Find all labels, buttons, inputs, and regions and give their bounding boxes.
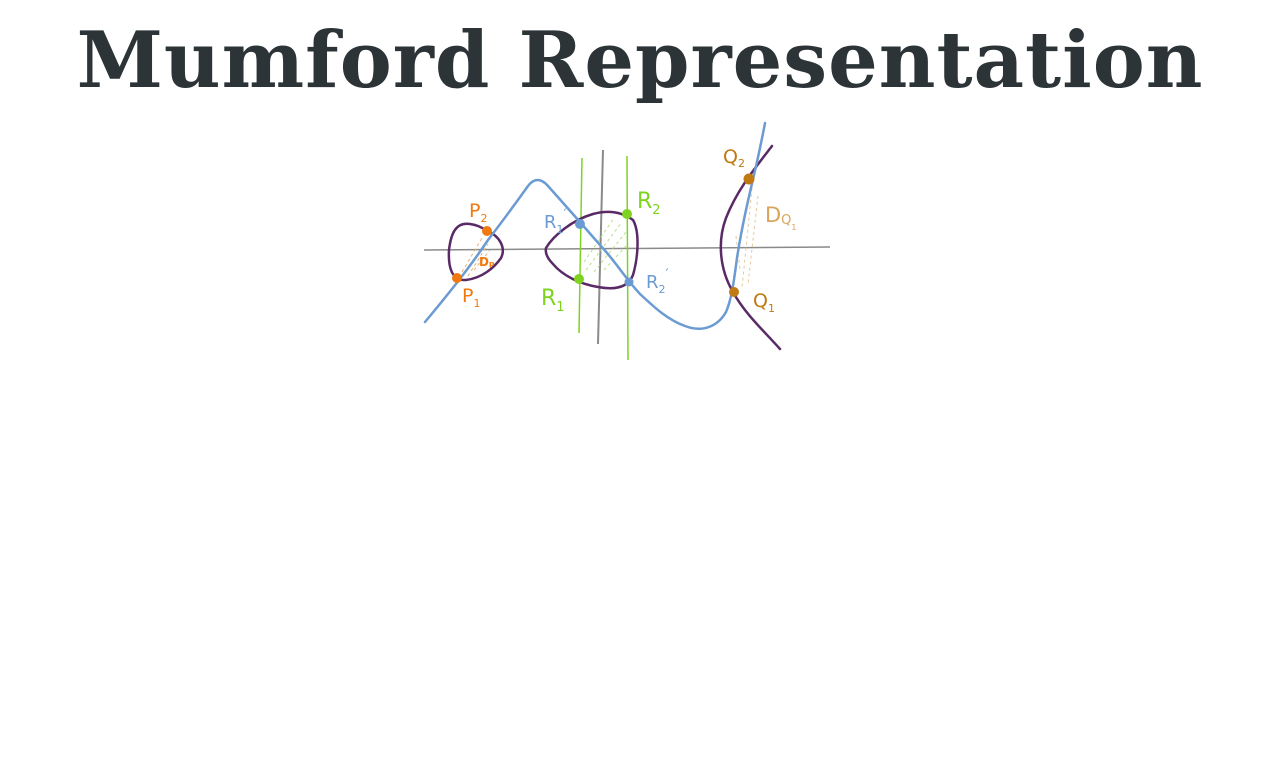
label-r2: R2 — [637, 189, 661, 218]
point-p2 — [482, 226, 492, 236]
point-r2-prime — [624, 277, 634, 287]
label-q2: Q2 — [723, 146, 745, 170]
curve-oval-middle — [544, 210, 639, 290]
divisor-hatching — [461, 187, 759, 289]
hatch-p — [461, 237, 491, 277]
vertical-line-r1 — [578, 157, 583, 334]
green-vertical-lines — [578, 155, 629, 361]
point-q1 — [729, 287, 739, 297]
label-p1: P1 — [462, 285, 480, 310]
vertical-line-r2 — [626, 155, 629, 361]
blue-line — [423, 121, 767, 330]
page-title: Mumford Representation — [76, 15, 1204, 106]
point-p1 — [452, 273, 462, 283]
label-r2-prime: R2′ — [646, 267, 669, 296]
point-q2 — [743, 173, 755, 185]
hatch-q — [735, 187, 759, 289]
point-r1-prime — [575, 219, 585, 229]
labels: P2 P1 Dₚ R1′ R2′ R2 R1 Q2 Q1 DQ1 — [462, 146, 797, 315]
label-r1-prime: R1′ — [544, 207, 567, 236]
label-q1: Q1 — [753, 290, 775, 315]
label-dq: DQ1 — [765, 203, 797, 232]
points — [452, 173, 755, 297]
point-r1 — [574, 274, 584, 284]
label-dp: Dₚ — [479, 255, 495, 269]
curve-oval-left — [447, 222, 504, 282]
label-r1: R1 — [541, 286, 565, 315]
hatch-r — [583, 217, 627, 273]
label-p2: P2 — [469, 200, 487, 225]
point-r2 — [622, 209, 632, 219]
